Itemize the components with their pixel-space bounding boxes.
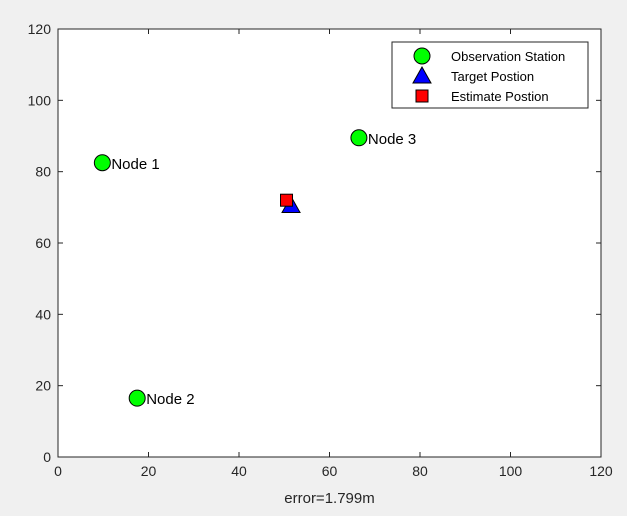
node-label: Node 1 (111, 156, 159, 173)
x-tick-label: 100 (499, 463, 523, 479)
observation-station-point (350, 129, 368, 147)
observation-station-point (93, 154, 111, 172)
axis-ticks (57, 28, 602, 458)
legend-marker-square (415, 89, 429, 103)
axis-tick-labels: 0 20 40 60 80 100 120 0 20 40 60 80 100 120 (28, 21, 613, 479)
x-tick-label: 60 (322, 463, 338, 479)
x-tick-label: 120 (589, 463, 613, 479)
y-tick-label: 120 (28, 21, 52, 37)
legend-entry-label: Target Postion (451, 69, 534, 84)
data-marks: Node 1 Node 2 Node 3 (93, 129, 416, 408)
x-tick-label: 0 (54, 463, 62, 479)
node-label: Node 2 (146, 391, 194, 408)
legend-entry-label: Estimate Postion (451, 89, 549, 104)
y-tick-label: 0 (43, 449, 51, 465)
legend: Observation Station Target Postion Estimat… (391, 41, 589, 109)
x-tick-label: 40 (231, 463, 247, 479)
x-tick-label: 80 (412, 463, 428, 479)
y-tick-label: 20 (35, 378, 51, 394)
legend-marker-circle (413, 47, 431, 65)
legend-entry-label: Observation Station (451, 49, 565, 64)
y-tick-label: 80 (35, 164, 51, 180)
x-axis-label: error=1.799m (284, 490, 374, 507)
y-tick-label: 100 (28, 92, 52, 108)
y-tick-label: 60 (35, 235, 51, 251)
plot-border (57, 28, 602, 458)
x-tick-label: 20 (141, 463, 157, 479)
observation-station-point (128, 389, 146, 407)
legend-marker-triangle (412, 65, 432, 84)
estimate-position-point (280, 193, 294, 207)
node-label: Node 3 (368, 131, 416, 148)
y-tick-label: 40 (35, 306, 51, 322)
